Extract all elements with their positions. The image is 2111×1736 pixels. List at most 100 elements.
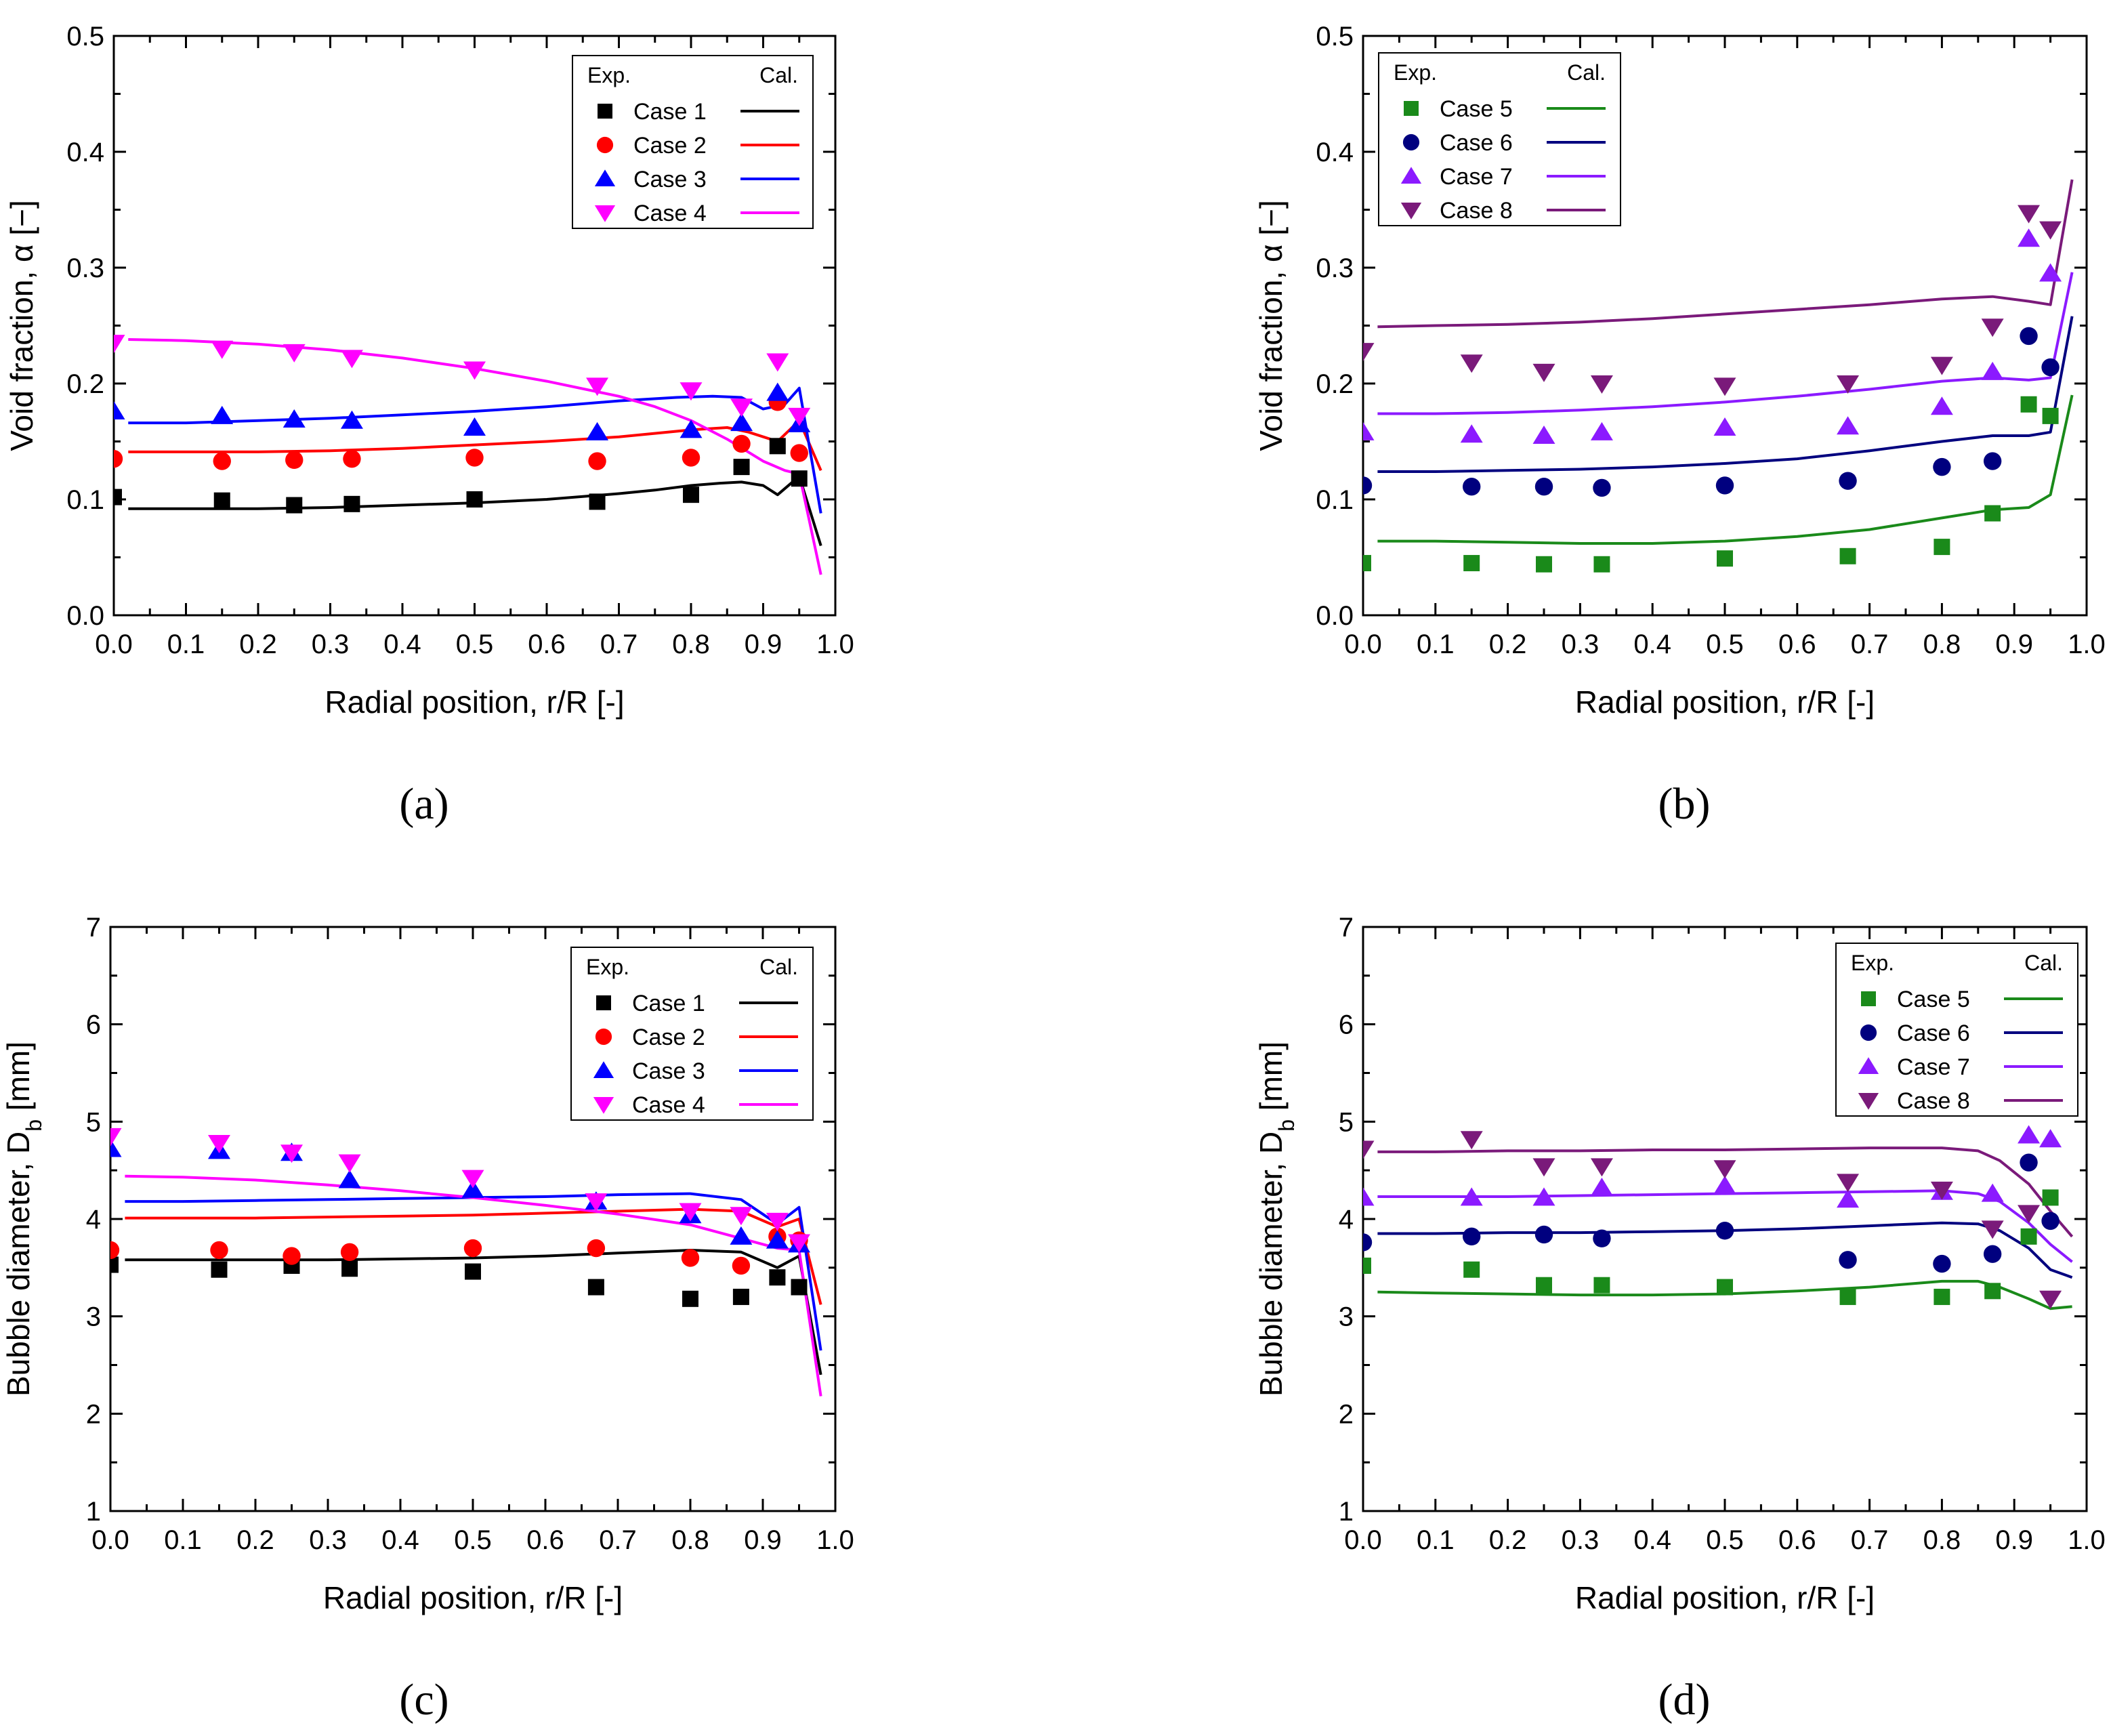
x-tick-label: 0.6: [1778, 1525, 1816, 1555]
y-tick-label: 0.0: [1316, 601, 1354, 631]
data-point-case-6: [1839, 472, 1857, 490]
data-point-case-3: [766, 382, 789, 401]
data-point-case-6: [1593, 478, 1611, 497]
data-point-case-8: [1713, 377, 1736, 396]
legend-label: Case 2: [632, 1025, 705, 1050]
data-point-case-5: [1984, 1283, 2001, 1300]
panel-label: (a): [399, 779, 448, 829]
data-point-case-7: [1460, 424, 1483, 443]
data-point-case-6: [2041, 1212, 2060, 1231]
data-point-case-6: [1534, 1225, 1553, 1244]
x-tick-label: 0.9: [745, 629, 782, 659]
x-tick-label: 0.2: [1489, 1525, 1527, 1555]
data-point-case-7: [1981, 361, 2004, 380]
data-point-case-4: [788, 1234, 810, 1253]
legend-marker: [593, 1097, 614, 1114]
data-point-case-8: [1460, 354, 1483, 373]
data-point-case-8: [2039, 221, 2062, 240]
legend-label: Case 4: [632, 1092, 705, 1118]
y-axis-title: Void fraction, α [−]: [4, 200, 39, 451]
data-point-case-3: [463, 417, 486, 436]
legend-marker: [595, 1028, 612, 1046]
data-point-case-2: [682, 449, 701, 467]
data-point-case-6: [1715, 476, 1734, 495]
data-point-case-4: [788, 407, 811, 426]
data-point-case-8: [1981, 1220, 2004, 1239]
x-tick-label: 0.5: [1706, 1525, 1744, 1555]
legend-label: Case 8: [1440, 198, 1513, 224]
data-point-case-3: [730, 413, 753, 432]
data-point-case-5: [1593, 1277, 1610, 1294]
legend-cal-header: Cal.: [759, 955, 798, 979]
x-tick-label: 0.0: [1344, 1525, 1382, 1555]
data-point-case-4: [766, 353, 789, 372]
data-point-case-5: [2020, 396, 2037, 413]
series-line-case-7: [1377, 272, 2074, 415]
data-point-case-4: [730, 398, 753, 417]
data-point-case-3: [283, 409, 306, 428]
data-point-case-4: [338, 1154, 361, 1173]
x-tick-label: 0.5: [454, 1525, 492, 1555]
data-point-case-3: [461, 1179, 484, 1198]
data-point-case-7: [1837, 1189, 1860, 1208]
data-point-case-7: [1532, 1187, 1555, 1206]
y-tick-label: 0.3: [1316, 253, 1354, 283]
data-point-case-2: [790, 444, 808, 462]
panel-label: (c): [399, 1675, 448, 1724]
data-point-case-5: [2020, 1228, 2037, 1245]
y-tick-label: 6: [86, 1010, 101, 1040]
legend-marker: [1402, 133, 1420, 151]
data-point-case-2: [210, 1241, 228, 1260]
x-tick-label: 0.7: [1851, 629, 1889, 659]
data-point-case-1: [682, 1290, 698, 1307]
data-point-case-7: [1590, 1178, 1613, 1197]
x-tick-label: 0.0: [1344, 629, 1382, 659]
y-axis-title-main: Bubble diameter, D: [1, 1132, 36, 1397]
chart-panel-a: 0.0 0.1 0.2 0.3 0.4 0.5 0.6 0.7 0.8 0.9 1.0 0.0 0.1 0…: [4, 22, 854, 829]
data-point-case-1: [589, 493, 606, 510]
data-point-case-4: [114, 335, 125, 354]
data-point-case-1: [769, 1269, 786, 1286]
x-axis-title: Radial position, r/R [-]: [323, 1580, 623, 1615]
data-point-case-5: [1934, 539, 1950, 556]
data-point-case-2: [463, 1239, 482, 1258]
data-point-case-2: [114, 449, 123, 468]
y-tick-label: 7: [1339, 913, 1354, 943]
legend-marker: [596, 995, 611, 1010]
data-point-case-4: [208, 1134, 230, 1153]
legend-cal-header: Cal.: [2024, 951, 2063, 975]
data-point-case-4: [461, 1170, 484, 1189]
x-tick-label: 0.8: [672, 629, 710, 659]
x-tick-label: 0.0: [91, 1525, 129, 1555]
x-tick-label: 0.1: [1417, 1525, 1455, 1555]
y-tick-label: 0.3: [66, 253, 104, 283]
data-point-case-3: [114, 401, 125, 420]
data-point-case-6: [1839, 1251, 1857, 1269]
legend: Exp. Cal. Case 1 Case 2 Case 3 Case 4: [570, 947, 814, 1121]
y-tick-label: 0.1: [66, 485, 104, 515]
data-point-case-8: [1590, 375, 1613, 394]
data-point-case-5: [2042, 1189, 2059, 1206]
x-tick-label: 0.7: [599, 1525, 637, 1555]
y-axis-title-subscript: b: [22, 1119, 46, 1132]
series-line-case-6: [1377, 1221, 2073, 1279]
x-tick-label: 1.0: [816, 1525, 854, 1555]
data-point-case-5: [1536, 1277, 1552, 1294]
series-line-case-7: [1377, 1189, 2073, 1263]
data-point-case-2: [732, 434, 751, 453]
data-point-case-1: [341, 1260, 358, 1277]
data-point-case-7: [1460, 1187, 1483, 1206]
x-tick-label: 0.4: [1633, 629, 1671, 659]
legend: Exp. Cal. Case 5 Case 6 Case 7 Case 8: [1835, 943, 2078, 1117]
x-tick-label: 0.3: [312, 629, 350, 659]
data-point-case-5: [1593, 556, 1610, 573]
data-point-case-6: [1463, 477, 1481, 496]
legend-box: [1378, 52, 1621, 226]
y-tick-label: 0.0: [66, 601, 104, 631]
legend-box: [570, 947, 814, 1121]
data-point-case-4: [280, 1144, 303, 1163]
x-tick-label: 0.9: [1995, 1525, 2033, 1555]
data-point-case-7: [2039, 1129, 2062, 1148]
plot-data: [110, 1128, 822, 1397]
